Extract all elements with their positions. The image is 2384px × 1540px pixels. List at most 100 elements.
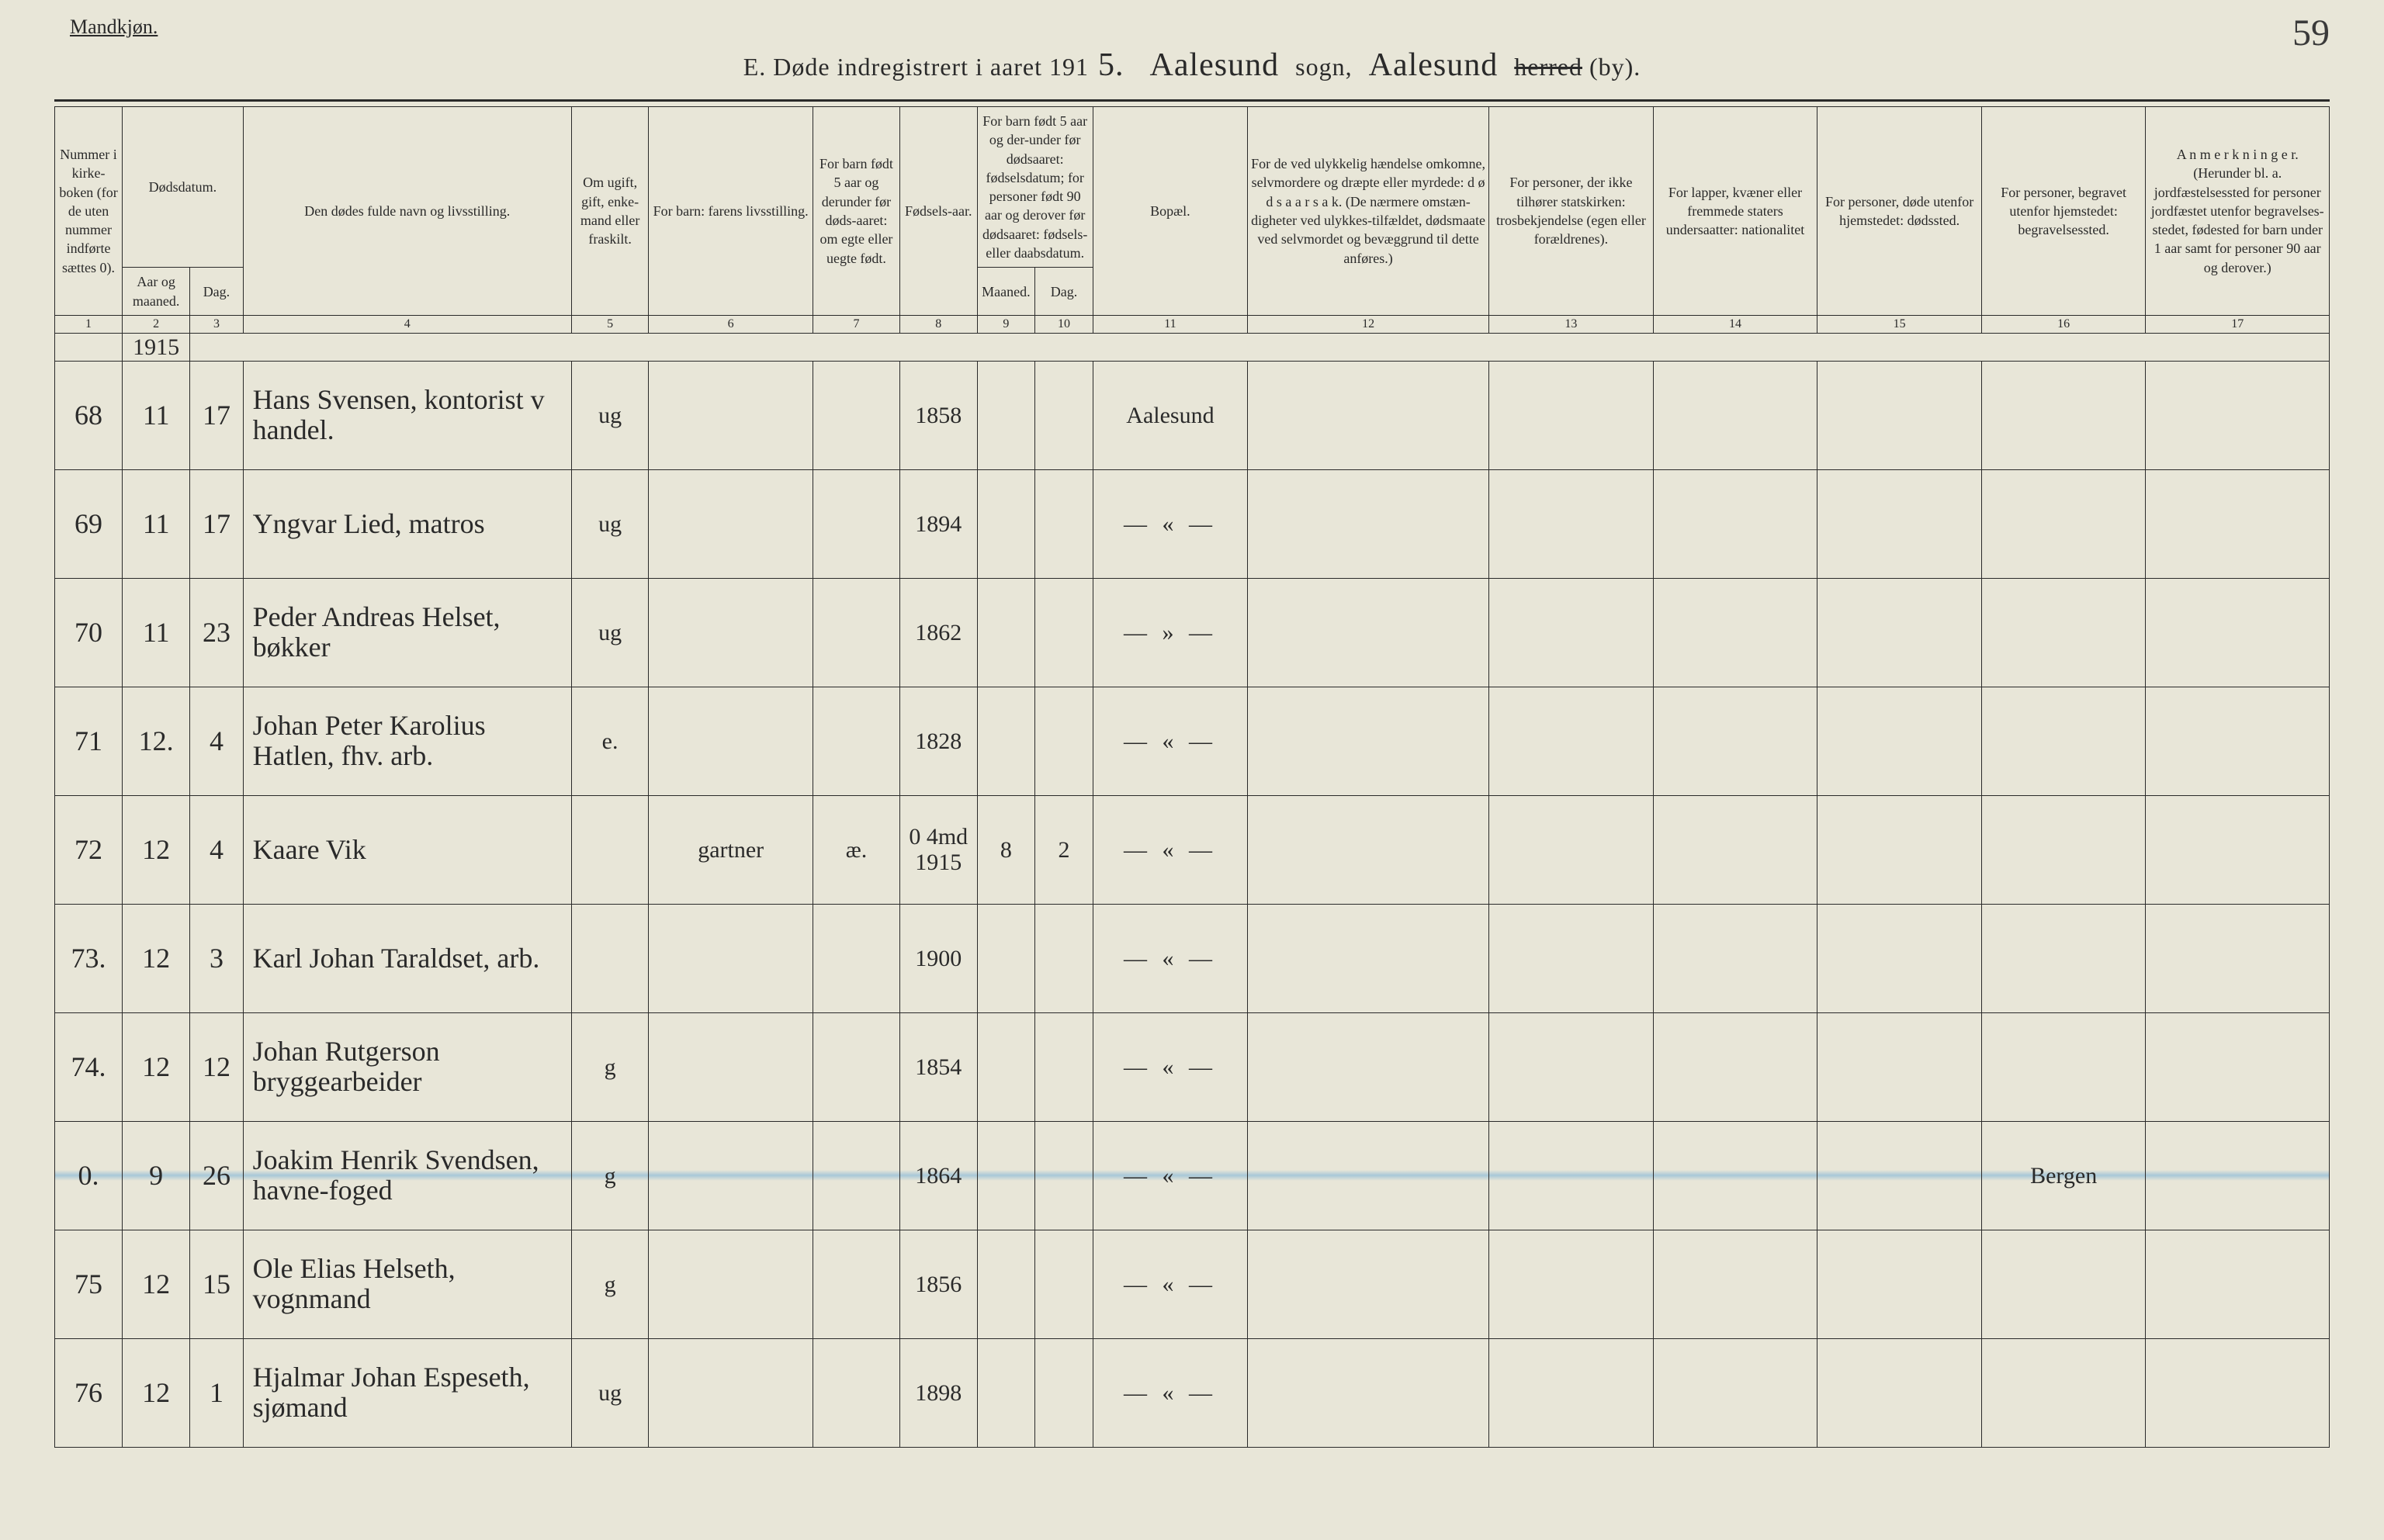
coln: 17 (2146, 315, 2330, 333)
coln: 10 (1035, 315, 1093, 333)
death-place (1817, 361, 1982, 469)
burial-place (1981, 1338, 2146, 1447)
cause (1248, 361, 1489, 469)
table-row: 681117Hans Svensen, kontorist v handel.u… (55, 361, 2330, 469)
coln: 16 (1981, 315, 2146, 333)
death-place (1817, 1338, 1982, 1447)
cause (1248, 1121, 1489, 1230)
year-row: 1915 (55, 333, 2330, 361)
register-table: Nummer i kirke-boken (for de uten nummer… (54, 106, 2330, 1448)
birth-day (1035, 1121, 1093, 1230)
cause (1248, 1338, 1489, 1447)
table-row: 74.1212Johan Rutgerson bryggearbeiderg18… (55, 1012, 2330, 1121)
col-2: Dødsdatum. (123, 107, 244, 268)
legitimacy (813, 1230, 899, 1338)
remarks (2146, 361, 2330, 469)
burial-place (1981, 1012, 2146, 1121)
nationality (1653, 469, 1817, 578)
col-2a: Aar og maaned. (123, 268, 190, 316)
name-occupation: Hans Svensen, kontorist v handel. (243, 361, 571, 469)
remarks (2146, 795, 2330, 904)
faith (1489, 687, 1654, 795)
faith (1489, 578, 1654, 687)
table-head: Nummer i kirke-boken (for de uten nummer… (55, 107, 2330, 334)
col-5: Om ugift, gift, enke-mand eller fraskilt… (571, 107, 649, 316)
residence: Aalesund (1093, 361, 1247, 469)
record-number: 73. (55, 904, 123, 1012)
nationality (1653, 1012, 1817, 1121)
name-occupation: Johan Rutgerson bryggearbeider (243, 1012, 571, 1121)
coln: 3 (190, 315, 243, 333)
cause (1248, 904, 1489, 1012)
death-day: 17 (190, 469, 243, 578)
year-cell: 1915 (123, 333, 190, 361)
faith (1489, 469, 1654, 578)
col-8: Fødsels-aar. (899, 107, 977, 316)
residence: — « — (1093, 904, 1247, 1012)
table-body: 1915 681117Hans Svensen, kontorist v han… (55, 333, 2330, 1447)
name-occupation: Karl Johan Taraldset, arb. (243, 904, 571, 1012)
burial-place (1981, 795, 2146, 904)
residence: — « — (1093, 1230, 1247, 1338)
col-9a: Maaned. (977, 268, 1035, 316)
birth-month (977, 1338, 1035, 1447)
death-month: 12 (123, 1230, 190, 1338)
col-2b: Dag. (190, 268, 243, 316)
birth-month (977, 687, 1035, 795)
birth-year: 1858 (899, 361, 977, 469)
coln: 7 (813, 315, 899, 333)
death-month: 12 (123, 1012, 190, 1121)
death-day: 17 (190, 361, 243, 469)
remarks (2146, 1012, 2330, 1121)
table-row: 0.926Joakim Henrik Svendsen, havne-foged… (55, 1121, 2330, 1230)
death-day: 23 (190, 578, 243, 687)
coln: 13 (1489, 315, 1654, 333)
father-occupation (649, 469, 813, 578)
birth-year: 1828 (899, 687, 977, 795)
residence: — « — (1093, 1012, 1247, 1121)
death-place (1817, 904, 1982, 1012)
nationality (1653, 1121, 1817, 1230)
death-day: 15 (190, 1230, 243, 1338)
faith (1489, 1121, 1654, 1230)
col-17: A n m e r k n i n g e r. (Herunder bl. a… (2146, 107, 2330, 316)
marital-status: ug (571, 469, 649, 578)
birth-year: 1854 (899, 1012, 977, 1121)
remarks (2146, 904, 2330, 1012)
burial-place (1981, 1230, 2146, 1338)
remarks (2146, 1338, 2330, 1447)
table-row: 72124Kaare Vikgartneræ.0 4md 191582— « — (55, 795, 2330, 904)
birth-month (977, 904, 1035, 1012)
death-month: 12. (123, 687, 190, 795)
birth-day (1035, 361, 1093, 469)
death-day: 3 (190, 904, 243, 1012)
marital-status (571, 795, 649, 904)
cause (1248, 1230, 1489, 1338)
by-label: (by). (1589, 53, 1641, 81)
father-occupation (649, 578, 813, 687)
burial-place (1981, 578, 2146, 687)
residence: — » — (1093, 578, 1247, 687)
marital-status: e. (571, 687, 649, 795)
birth-year: 1856 (899, 1230, 977, 1338)
sogn-label: sogn, (1295, 53, 1352, 81)
page-number: 59 (2292, 12, 2330, 54)
table-row: 76121Hjalmar Johan Espeseth, sjømandug18… (55, 1338, 2330, 1447)
record-number: 71 (55, 687, 123, 795)
father-occupation (649, 361, 813, 469)
coln: 5 (571, 315, 649, 333)
coln: 11 (1093, 315, 1247, 333)
burial-place: Bergen (1981, 1121, 2146, 1230)
marital-status: ug (571, 361, 649, 469)
residence: — « — (1093, 1121, 1247, 1230)
col-16: For personer, begravet utenfor hjemstede… (1981, 107, 2146, 316)
legitimacy (813, 904, 899, 1012)
birth-year: 1864 (899, 1121, 977, 1230)
nationality (1653, 687, 1817, 795)
death-month: 9 (123, 1121, 190, 1230)
col-15: For personer, døde utenfor hjemstedet: d… (1817, 107, 1982, 316)
col-6: For barn: farens livsstilling. (649, 107, 813, 316)
birth-year: 1894 (899, 469, 977, 578)
residence: — « — (1093, 1338, 1247, 1447)
legitimacy (813, 578, 899, 687)
